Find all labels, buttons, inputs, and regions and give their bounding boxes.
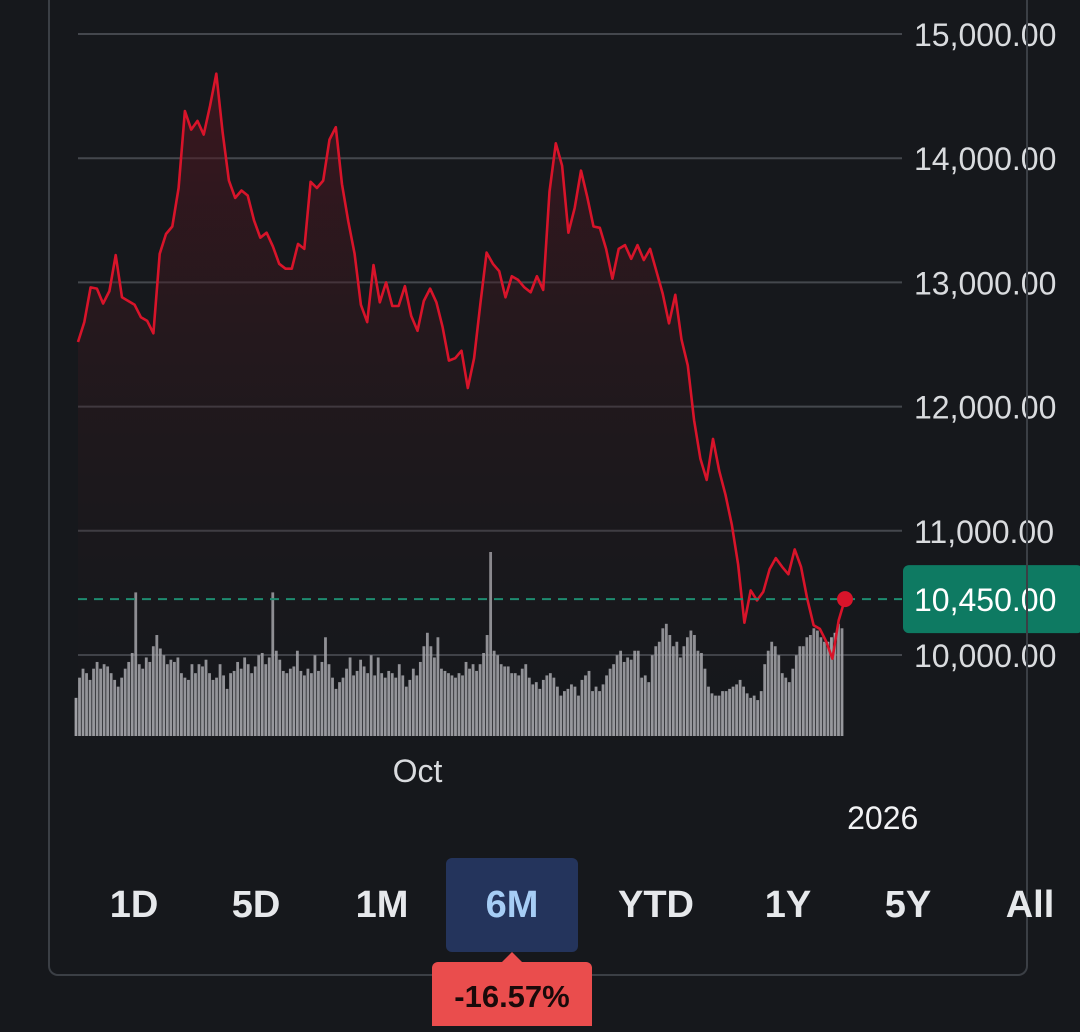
last-price-dot (837, 591, 853, 608)
y-tick-label: 13,000.00 (914, 265, 1056, 301)
range-ytd-button[interactable]: YTD (594, 858, 718, 952)
range-selector: 1D 5D 1M 6M YTD 1Y 5Y All (74, 858, 1080, 954)
range-6m-button[interactable]: 6M (446, 858, 578, 952)
chart-panel-frame (48, 0, 1028, 976)
x-tick-label: Oct (393, 753, 443, 789)
y-tick-label: 11,000.00 (914, 514, 1054, 550)
y-axis-labels: 15,000.00 14,000.00 13,000.00 12,000.00 11,0… (914, 17, 1056, 674)
y-tick-label: 15,000.00 (914, 17, 1056, 53)
current-price-tag (903, 565, 1080, 634)
y-tick-label: 10,000.00 (914, 638, 1056, 674)
current-price-label: 10,450.00 (914, 582, 1056, 618)
range-5d-button[interactable]: 5D (196, 858, 316, 952)
volume-bar (74, 697, 78, 736)
price-line (76, 72, 847, 660)
range-all-button[interactable]: All (970, 858, 1080, 952)
range-1y-button[interactable]: 1Y (728, 858, 848, 952)
x-tick-label: 2026 (847, 800, 918, 836)
range-1m-button[interactable]: 1M (322, 858, 442, 952)
change-percent-badge: -16.57% (432, 952, 592, 1026)
range-5y-button[interactable]: 5Y (848, 858, 968, 952)
y-tick-label: 14,000.00 (914, 141, 1056, 177)
range-1d-button[interactable]: 1D (74, 858, 194, 952)
x-axis-labels: Oct 2026 (393, 753, 919, 836)
current-price-tag-group: 10,450.00 (903, 565, 1080, 634)
y-tick-label: 12,000.00 (914, 390, 1056, 426)
price-area-fill (78, 73, 845, 736)
price-line-group (76, 72, 902, 660)
price-area (78, 73, 845, 736)
